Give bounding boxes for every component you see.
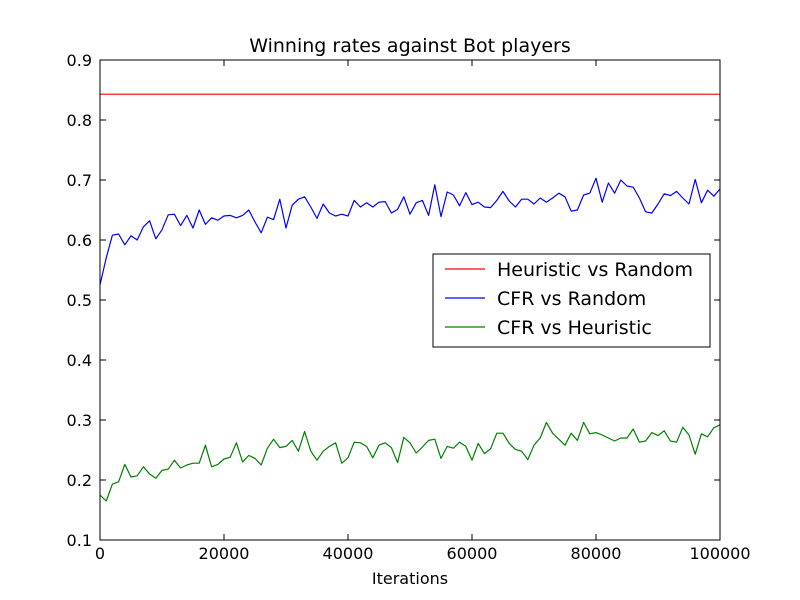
plot-area — [99, 93, 721, 502]
x-tick-label: 60000 — [447, 544, 498, 563]
y-tick-label: 0.8 — [67, 111, 92, 130]
legend-label-1: Heuristic vs Random — [497, 259, 693, 281]
x-tick-label: 40000 — [323, 544, 374, 563]
y-tick-label: 0.2 — [67, 471, 92, 490]
x-tick-label: 0 — [95, 544, 105, 563]
chart-title: Winning rates against Bot players — [249, 35, 571, 57]
axis-ticks: 0 20000 40000 60000 80000 100000 0.1 0.2 0.3 0.4 0… — [67, 51, 751, 563]
y-tick-label: 0.7 — [67, 171, 92, 190]
y-tick-label: 0.9 — [67, 51, 92, 70]
series-line-2 — [99, 177, 721, 286]
x-axis-label: Iterations — [372, 569, 448, 588]
y-tick-label: 0.4 — [67, 351, 92, 370]
y-tick-label: 0.5 — [67, 291, 92, 310]
y-tick-label: 0.1 — [67, 531, 92, 550]
plot-frame — [99, 59, 721, 541]
y-tick-label: 0.6 — [67, 231, 92, 250]
legend-label-3: CFR vs Heuristic — [497, 317, 652, 339]
legend: Heuristic vs Random CFR vs Random CFR vs H… — [432, 253, 711, 348]
x-tick-label: 80000 — [571, 544, 622, 563]
y-tick-label: 0.3 — [67, 411, 92, 430]
x-tick-label: 20000 — [199, 544, 250, 563]
legend-label-2: CFR vs Random — [497, 288, 646, 310]
x-tick-label: 100000 — [689, 544, 750, 563]
series-line-3 — [99, 421, 721, 502]
